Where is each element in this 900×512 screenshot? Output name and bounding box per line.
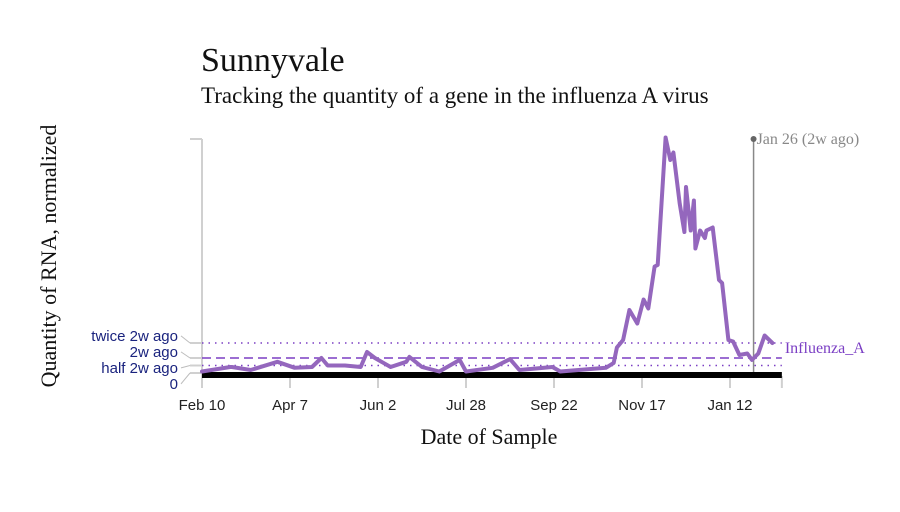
- y-tick-leader: [180, 372, 191, 385]
- marker-dot: [750, 136, 757, 142]
- chart-title: Sunnyvale: [201, 42, 345, 79]
- y-tick-label: half 2w ago: [101, 360, 178, 377]
- marker-label: Jan 26 (2w ago): [757, 131, 860, 148]
- x-tick-label: Jun 2: [360, 397, 397, 414]
- series-label: Influenza_A: [785, 340, 865, 357]
- chart-subtitle: Tracking the quantity of a gene in the i…: [201, 83, 709, 108]
- y-tick-leader: [180, 351, 191, 359]
- x-tick-label: Jan 12: [707, 397, 752, 414]
- series-line-Influenza_A: [200, 135, 775, 374]
- y-tick-label: twice 2w ago: [91, 328, 178, 345]
- y-axis-label: Quantity of RNA, normalized: [36, 125, 61, 388]
- y-tick-label: 2w ago: [130, 344, 178, 361]
- x-tick-label: Sep 22: [530, 397, 578, 414]
- x-tick-label: Feb 10: [179, 397, 226, 414]
- x-tick-label: Jul 28: [446, 397, 486, 414]
- x-tick-label: Apr 7: [272, 397, 308, 414]
- x-tick-label: Nov 17: [618, 397, 666, 414]
- y-tick-label: 0: [170, 376, 178, 393]
- x-axis-label: Date of Sample: [421, 424, 558, 449]
- y-tick-leader: [180, 365, 191, 369]
- y-tick-leader: [180, 335, 191, 344]
